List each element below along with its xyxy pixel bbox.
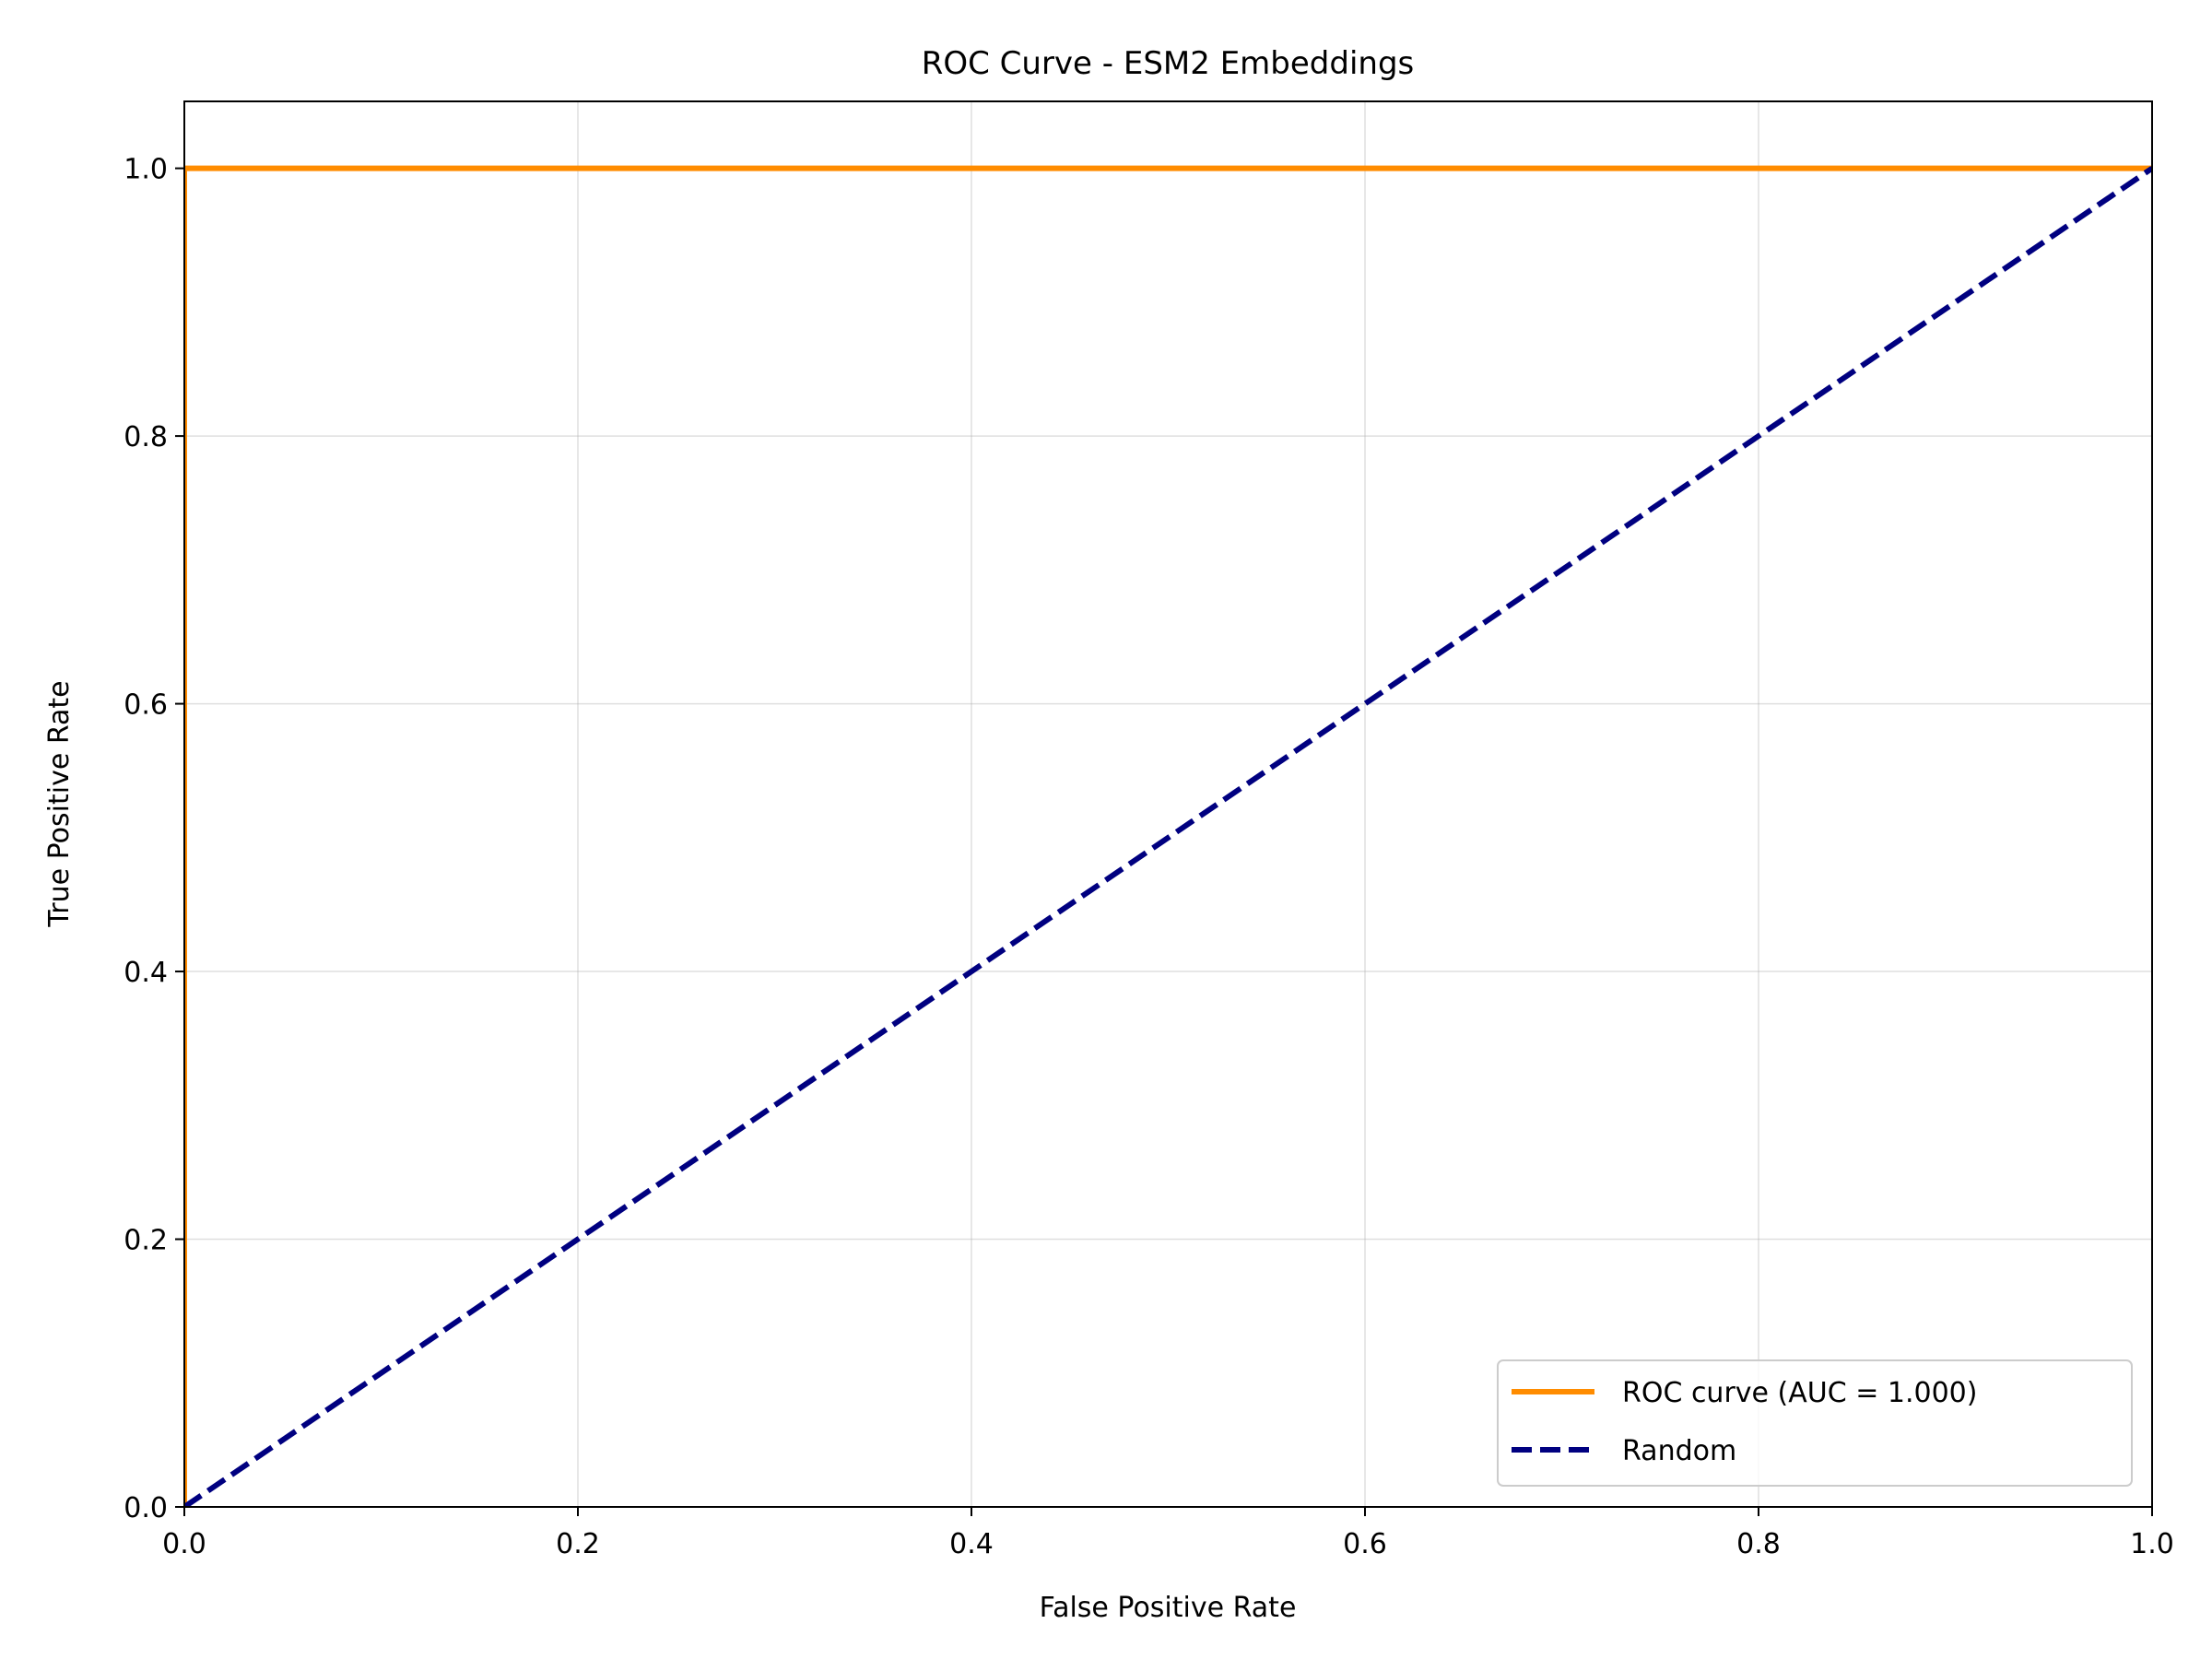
x-tick-label: 0.2 <box>556 1528 600 1560</box>
y-tick-label: 1.0 <box>124 154 168 186</box>
roc-curve-line <box>184 165 2152 1507</box>
plot-frame <box>183 100 2153 1508</box>
legend-random-label: Random <box>1622 1435 1736 1467</box>
y-axis-label: True Positive Rate <box>43 680 76 927</box>
chart-title: ROC Curve - ESM2 Embeddings <box>922 45 1415 82</box>
y-axis-ticks: 0.0 0.2 0.4 0.6 0.8 1.0 <box>124 154 184 1524</box>
legend: ROC curve (AUC = 1.000) Random <box>1497 1359 2133 1487</box>
legend-roc-label: ROC curve (AUC = 1.000) <box>1622 1377 1977 1409</box>
random-baseline-line <box>184 166 2152 1507</box>
x-tick-label: 0.0 <box>162 1528 206 1560</box>
x-tick-label: 0.4 <box>949 1528 994 1560</box>
y-tick-label: 0.0 <box>124 1492 168 1524</box>
x-tick-label: 0.6 <box>1343 1528 1387 1560</box>
y-tick-label: 0.2 <box>124 1225 168 1257</box>
grid-lines <box>183 101 2153 1508</box>
y-tick-label: 0.8 <box>124 421 168 453</box>
y-tick-label: 0.4 <box>124 957 168 989</box>
legend-box <box>1497 1359 2133 1487</box>
x-axis-label: False Positive Rate <box>1040 1592 1297 1624</box>
y-tick-label: 0.6 <box>124 689 168 722</box>
series-lines <box>184 165 2152 1507</box>
x-tick-label: 1.0 <box>2130 1528 2174 1560</box>
x-tick-label: 0.8 <box>1736 1528 1781 1560</box>
x-axis-ticks: 0.0 0.2 0.4 0.6 0.8 1.0 <box>162 1507 2174 1560</box>
